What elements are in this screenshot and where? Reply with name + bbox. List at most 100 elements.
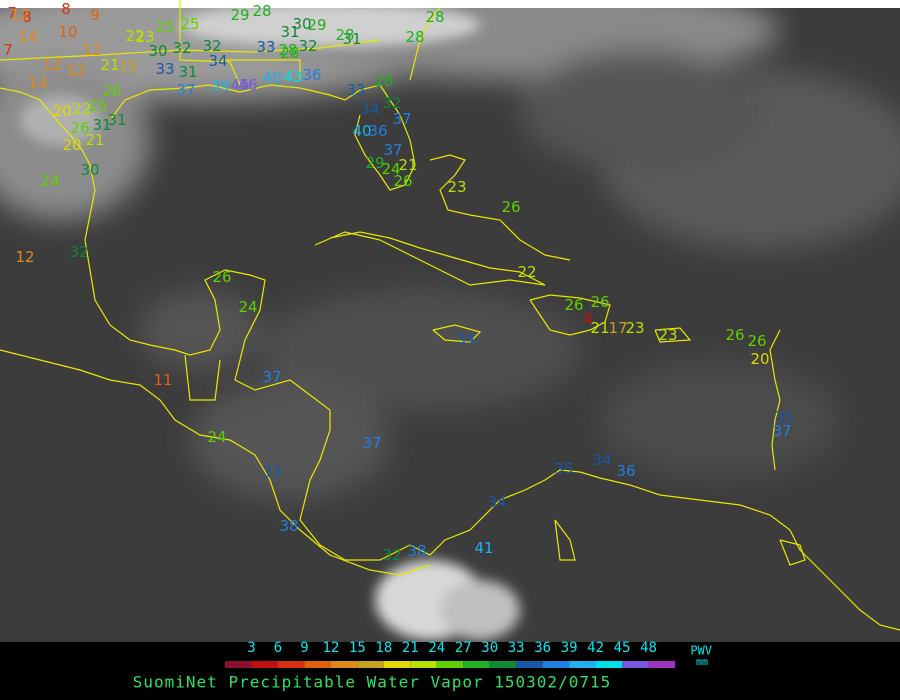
station-pwv-label: 40	[262, 69, 281, 87]
station-pwv-label: 25	[180, 15, 199, 33]
legend-color-cell	[225, 661, 252, 668]
legend-tick-label: 18	[375, 640, 392, 656]
station-pwv-label: 26	[564, 296, 583, 314]
station-pwv-label: 37	[772, 422, 791, 440]
legend-color-cell	[489, 661, 517, 668]
station-pwv-label: 25	[155, 18, 174, 36]
legend-tick-label: 12	[322, 640, 339, 656]
station-pwv-label: 8	[61, 0, 71, 18]
station-pwv-label: 26	[725, 326, 744, 344]
station-pwv-label: 28	[335, 26, 354, 44]
legend-tick-label: 15	[349, 640, 366, 656]
station-pwv-label: 32	[382, 546, 401, 564]
station-pwv-label: 32	[69, 243, 88, 261]
station-pwv-label: 7	[3, 41, 13, 59]
legend-tick-label: 48	[640, 640, 657, 656]
legend-tick-label: 33	[508, 640, 525, 656]
station-pwv-label: 31	[280, 23, 299, 41]
station-pwv-label: 38	[407, 542, 426, 560]
station-pwv-label: 32	[382, 94, 401, 112]
station-pwv-label: 34	[592, 451, 611, 469]
legend-color-cell	[304, 661, 331, 668]
station-pwv-label: 8	[22, 8, 32, 26]
map-title: SuomiNet Precipitable Water Vapor 150302…	[133, 673, 611, 692]
station-pwv-label: 33	[155, 60, 174, 78]
legend-color-cell	[251, 661, 278, 668]
station-pwv-label: 22	[517, 263, 536, 281]
legend-tick-label: 3	[247, 640, 255, 656]
station-pwv-label: 12	[42, 56, 61, 74]
legend-color-cell	[569, 661, 596, 668]
station-pwv-label: 11	[153, 371, 172, 389]
station-pwv-label: 31	[178, 63, 197, 81]
station-pwv-label: 37	[362, 434, 381, 452]
station-pwv-label: 24	[381, 160, 400, 178]
station-pwv-label: 41	[474, 539, 493, 557]
station-pwv-label: 24	[238, 298, 257, 316]
legend-color-cell	[622, 661, 649, 668]
legend-color-cell	[436, 661, 464, 668]
station-pwv-label: 14	[18, 28, 37, 46]
station-pwv-label: 20	[52, 102, 71, 120]
station-pwv-label: 40	[352, 122, 371, 140]
legend-tick-label: 27	[455, 640, 472, 656]
legend-tick-label: 24	[428, 640, 445, 656]
station-pwv-label: 26	[212, 268, 231, 286]
bright-clouds	[20, 3, 520, 640]
station-pwv-label: 24	[40, 172, 59, 190]
station-pwv-label: 21	[100, 56, 119, 74]
station-pwv-label: 12	[82, 41, 101, 59]
legend-color-cell	[542, 661, 570, 668]
station-pwv-label: 12	[15, 248, 34, 266]
legend-unit-bottom: mm	[696, 657, 708, 668]
station-pwv-label: 28	[425, 8, 444, 26]
top-strip	[0, 0, 900, 8]
station-pwv-label: 15	[118, 57, 137, 75]
station-pwv-label: 33	[346, 81, 365, 99]
coastlines	[0, 0, 900, 631]
station-pwv-label: 37	[176, 81, 195, 99]
station-pwv-label: 36	[616, 462, 635, 480]
station-pwv-label: 20	[62, 136, 81, 154]
station-pwv-label: 17	[608, 319, 627, 337]
station-pwv-label: 34	[456, 330, 475, 348]
station-pwv-label: 37	[383, 141, 402, 159]
station-pwv-label: 12	[66, 62, 85, 80]
station-pwv-label: 37	[392, 110, 411, 128]
legend-color-cell	[330, 661, 358, 668]
station-pwv-label: 32	[202, 37, 221, 55]
station-pwv-label: 22	[125, 27, 144, 45]
station-pwv-label: 22	[72, 100, 91, 118]
legend-tick-label: 36	[534, 640, 551, 656]
station-pwv-label: 29	[365, 154, 384, 172]
legend-tick-label: 9	[300, 640, 308, 656]
station-pwv-label: 10	[58, 23, 77, 41]
station-pwv-label: 12	[10, 6, 29, 24]
station-pwv-label: 23	[447, 178, 466, 196]
station-pwv-label: 4	[583, 310, 593, 328]
station-pwv-label: 23	[135, 28, 154, 46]
station-pwv-label: 23	[625, 319, 644, 337]
station-pwv-label: 30	[148, 42, 167, 60]
station-pwv-label: 24	[207, 428, 226, 446]
station-pwv-label: 45	[230, 76, 249, 94]
station-pwv-label: 33	[256, 38, 275, 56]
station-pwv-label: 23	[658, 326, 677, 344]
station-pwv-label: 32	[172, 39, 191, 57]
station-pwv-label: 31	[342, 30, 361, 48]
station-pwv-label: 43	[283, 68, 302, 86]
station-pwv-label: 31	[107, 111, 126, 129]
station-pwv-label: 29	[307, 16, 326, 34]
station-pwv-label: 29	[230, 6, 249, 24]
station-pwv-label: 30	[292, 15, 311, 33]
station-pwv-label: 39	[210, 77, 229, 95]
legend-background	[0, 642, 900, 700]
legend-color-cell	[648, 661, 675, 668]
station-pwv-label: 37	[262, 368, 281, 386]
station-pwv-label: 34	[208, 52, 227, 70]
legend-tick-label: 6	[274, 640, 282, 656]
station-pwv-label: 26	[102, 82, 121, 100]
station-pwv-label: 28	[405, 28, 424, 46]
